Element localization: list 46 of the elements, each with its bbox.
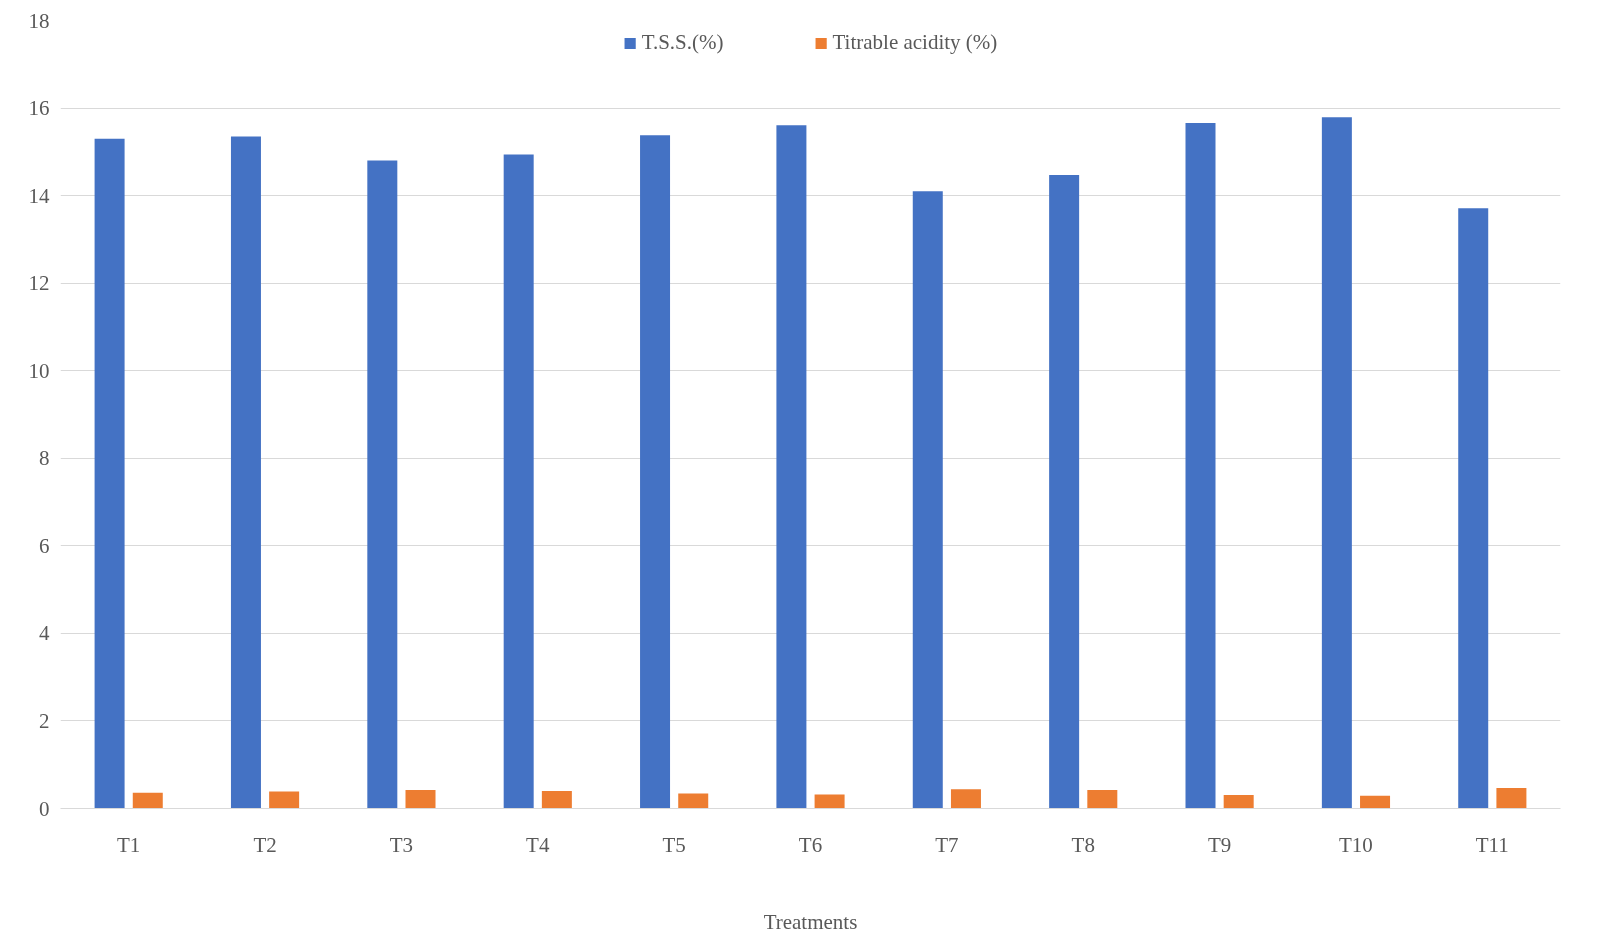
y-tick-label: 18 (28, 8, 50, 33)
x-tick-label: T3 (389, 832, 414, 857)
bar (1321, 117, 1352, 809)
bar (678, 793, 709, 809)
x-tick-label: T5 (662, 832, 686, 857)
bar (776, 125, 807, 809)
x-tick-label: T1 (117, 832, 141, 857)
bar (1458, 208, 1489, 809)
x-tick-label: T10 (1339, 832, 1373, 857)
y-tick-label: 2 (39, 708, 50, 733)
bar (541, 790, 572, 809)
bar (1496, 787, 1527, 809)
x-tick-label: T4 (526, 832, 550, 857)
bar (1360, 795, 1391, 809)
bar (814, 794, 845, 809)
x-tick-label: T8 (1071, 832, 1095, 857)
legend-label: Titrable acidity (%) (832, 30, 998, 55)
bar (405, 790, 436, 809)
y-tick-label: 6 (39, 533, 50, 558)
bar (1185, 122, 1216, 809)
x-tick-label: T7 (935, 832, 959, 857)
bar (132, 792, 163, 809)
bar (640, 135, 671, 809)
bar (912, 191, 943, 809)
bar (1049, 175, 1080, 809)
bar (94, 138, 125, 809)
x-tick-label: T9 (1207, 832, 1232, 857)
x-tick-label: T2 (253, 832, 277, 857)
bar (1087, 790, 1118, 809)
y-tick-label: 16 (28, 96, 50, 121)
x-tick-label: T11 (1475, 832, 1509, 857)
y-tick-label: 4 (39, 621, 50, 646)
bar (503, 154, 534, 809)
bar (269, 791, 300, 809)
x-axis-title: Treatments (763, 909, 858, 934)
y-tick-label: 10 (28, 358, 50, 383)
y-tick-label: 8 (39, 446, 50, 471)
bar (1223, 794, 1254, 809)
bar (950, 789, 981, 809)
y-tick-label: 12 (28, 271, 50, 296)
y-tick-label: 0 (39, 796, 50, 821)
bar (367, 160, 398, 809)
y-tick-label: 14 (28, 183, 50, 208)
x-tick-label: T6 (798, 832, 823, 857)
bar (230, 136, 261, 809)
legend-label: T.S.S.(%) (641, 30, 724, 55)
